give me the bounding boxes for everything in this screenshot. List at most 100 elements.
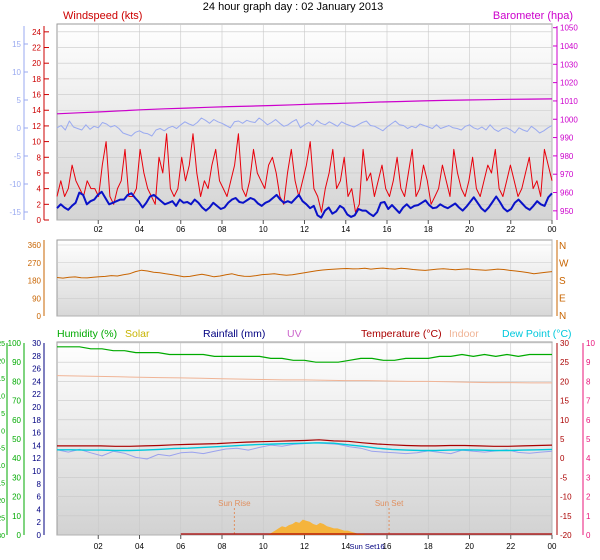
sunrise-label: Sun Rise (218, 499, 251, 508)
barometer-axis-label: Barometer (hpa) (493, 10, 573, 22)
compass-tick-label: W (559, 259, 569, 270)
outer-left-temp-tick-label: 20 (0, 358, 5, 365)
sunset-x-tick-label: Sun Set16 (349, 542, 384, 551)
barometer-tick-label: 960 (560, 189, 574, 198)
gust-series-line (56, 117, 553, 137)
outer-left-temp-tick-label: 0 (1, 428, 5, 435)
rainfall-tick-label: 24 (32, 377, 41, 386)
windspeed-tick-label: 4 (37, 185, 42, 194)
direction-tick-label: 0 (37, 312, 42, 321)
legend-item: Indoor (449, 328, 479, 340)
outer-left-tick-label: 15 (12, 40, 21, 49)
wind-barometer-panel: Windspeed (kts) Barometer (hpa) 24222018… (9, 10, 578, 234)
wind-x-tick-label: 04 (135, 225, 144, 234)
temperature-tick-label: -10 (560, 493, 572, 502)
temp-x-tick-label: 04 (135, 542, 144, 551)
legend-item: Humidity (%) (57, 328, 117, 340)
humidity-tick-label: 30 (12, 473, 21, 482)
uv-tick-label: 3 (586, 473, 591, 482)
outer-left-tick-label: 10 (12, 68, 21, 77)
rainfall-tick-label: 2 (37, 518, 42, 527)
windspeed-series-line (56, 133, 553, 213)
rainfall-tick-label: 4 (37, 505, 42, 514)
temp-x-tick-label: 00 (548, 542, 557, 551)
temperature-tick-label: 30 (560, 339, 569, 348)
temp-x-tick-label: 02 (94, 542, 103, 551)
barometer-tick-label: 970 (560, 170, 574, 179)
windspeed-tick-label: 8 (37, 153, 42, 162)
windspeed-tick-label: 0 (37, 216, 42, 225)
dew-point-series-line (57, 442, 553, 452)
rainfall-tick-label: 26 (32, 365, 41, 374)
wind-x-tick-label: 06 (176, 225, 185, 234)
outer-left-temp-tick-label: -5 (0, 446, 5, 453)
temp-x-tick-label: 22 (506, 542, 515, 551)
rainfall-tick-label: 28 (32, 352, 41, 361)
windspeed-tick-label: 2 (37, 200, 42, 209)
wind-x-tick-label: 20 (465, 225, 474, 234)
wind-x-tick-label: 22 (506, 225, 515, 234)
windspeed-tick-label: 24 (32, 28, 41, 37)
legend: Humidity (%) Solar Rainfall (mm) UV Temperat… (57, 328, 572, 340)
humidity-tick-label: 20 (12, 493, 21, 502)
barometer-tick-label: 1030 (560, 60, 578, 69)
temperature-tick-label: 25 (560, 358, 569, 367)
chart-title: 24 hour graph day : 02 January 2013 (203, 1, 383, 13)
temp-x-tick-label: 12 (300, 542, 309, 551)
direction-series (56, 267, 553, 279)
wind-direction-series-line (56, 267, 553, 279)
barometer-tick-label: 1010 (560, 97, 578, 106)
rainfall-tick-label: 22 (32, 390, 41, 399)
sunset-label: Sun Set (375, 499, 404, 508)
wind-x-tick-label: 08 (218, 225, 227, 234)
rainfall-tick-label: 6 (37, 493, 42, 502)
average-wind-series-line (56, 190, 553, 219)
uv-tick-label: 5 (586, 435, 591, 444)
barometer-tick-label: 990 (560, 134, 574, 143)
rainfall-tick-label: 12 (32, 454, 41, 463)
uv-tick-label: 6 (586, 416, 591, 425)
uv-tick-label: 1 (586, 512, 591, 521)
uv-tick-label: 9 (586, 358, 591, 367)
outer-left-temp-tick-label: -25 (0, 516, 5, 523)
temp-x-tick-label: 06 (176, 542, 185, 551)
temperature-tick-label: 5 (560, 435, 565, 444)
outer-left-temp-tick-label: -20 (0, 498, 5, 505)
legend-item: Temperature (°C) (361, 328, 442, 340)
outer-left-tick-label: -5 (14, 152, 22, 161)
legend-item: UV (287, 328, 302, 340)
wind-x-tick-label: 10 (259, 225, 268, 234)
direction-tick-label: 360 (28, 241, 42, 250)
wind-x-tick-label: 16 (383, 225, 392, 234)
uv-tick-label: 8 (586, 377, 591, 386)
outer-left-temp-tick-label: -30 (0, 533, 5, 540)
humidity-tick-label: 60 (12, 416, 21, 425)
uv-tick-label: 2 (586, 493, 591, 502)
temperature-tick-label: -5 (560, 473, 568, 482)
wind-x-tick-label: 00 (548, 225, 557, 234)
compass-tick-label: E (559, 294, 566, 305)
windspeed-tick-label: 6 (37, 169, 42, 178)
rainfall-tick-label: 16 (32, 429, 41, 438)
temp-x-tick-label: 10 (259, 542, 268, 551)
outer-left-tick-label: -10 (9, 180, 21, 189)
humidity-series-line (57, 346, 552, 363)
rainfall-tick-label: 14 (32, 441, 41, 450)
temp-x-tick-label: 08 (218, 542, 227, 551)
outer-left-temp-tick-label: 15 (0, 376, 5, 383)
uv-tick-label: 7 (586, 397, 591, 406)
humidity-tick-label: 40 (12, 454, 21, 463)
wind-x-tick-label: 12 (300, 225, 309, 234)
rainfall-tick-label: 10 (32, 467, 41, 476)
legend-item: Solar (125, 328, 150, 340)
humidity-tick-label: 10 (12, 512, 21, 521)
humidity-tick-label: 70 (12, 397, 21, 406)
outer-left-tick-label: 5 (17, 96, 22, 105)
humidity-tick-label: 90 (12, 358, 21, 367)
humidity-tick-label: 100 (8, 339, 22, 348)
barometer-tick-label: 980 (560, 152, 574, 161)
windspeed-tick-label: 16 (32, 91, 41, 100)
temp-x-tick-label: 20 (465, 542, 474, 551)
